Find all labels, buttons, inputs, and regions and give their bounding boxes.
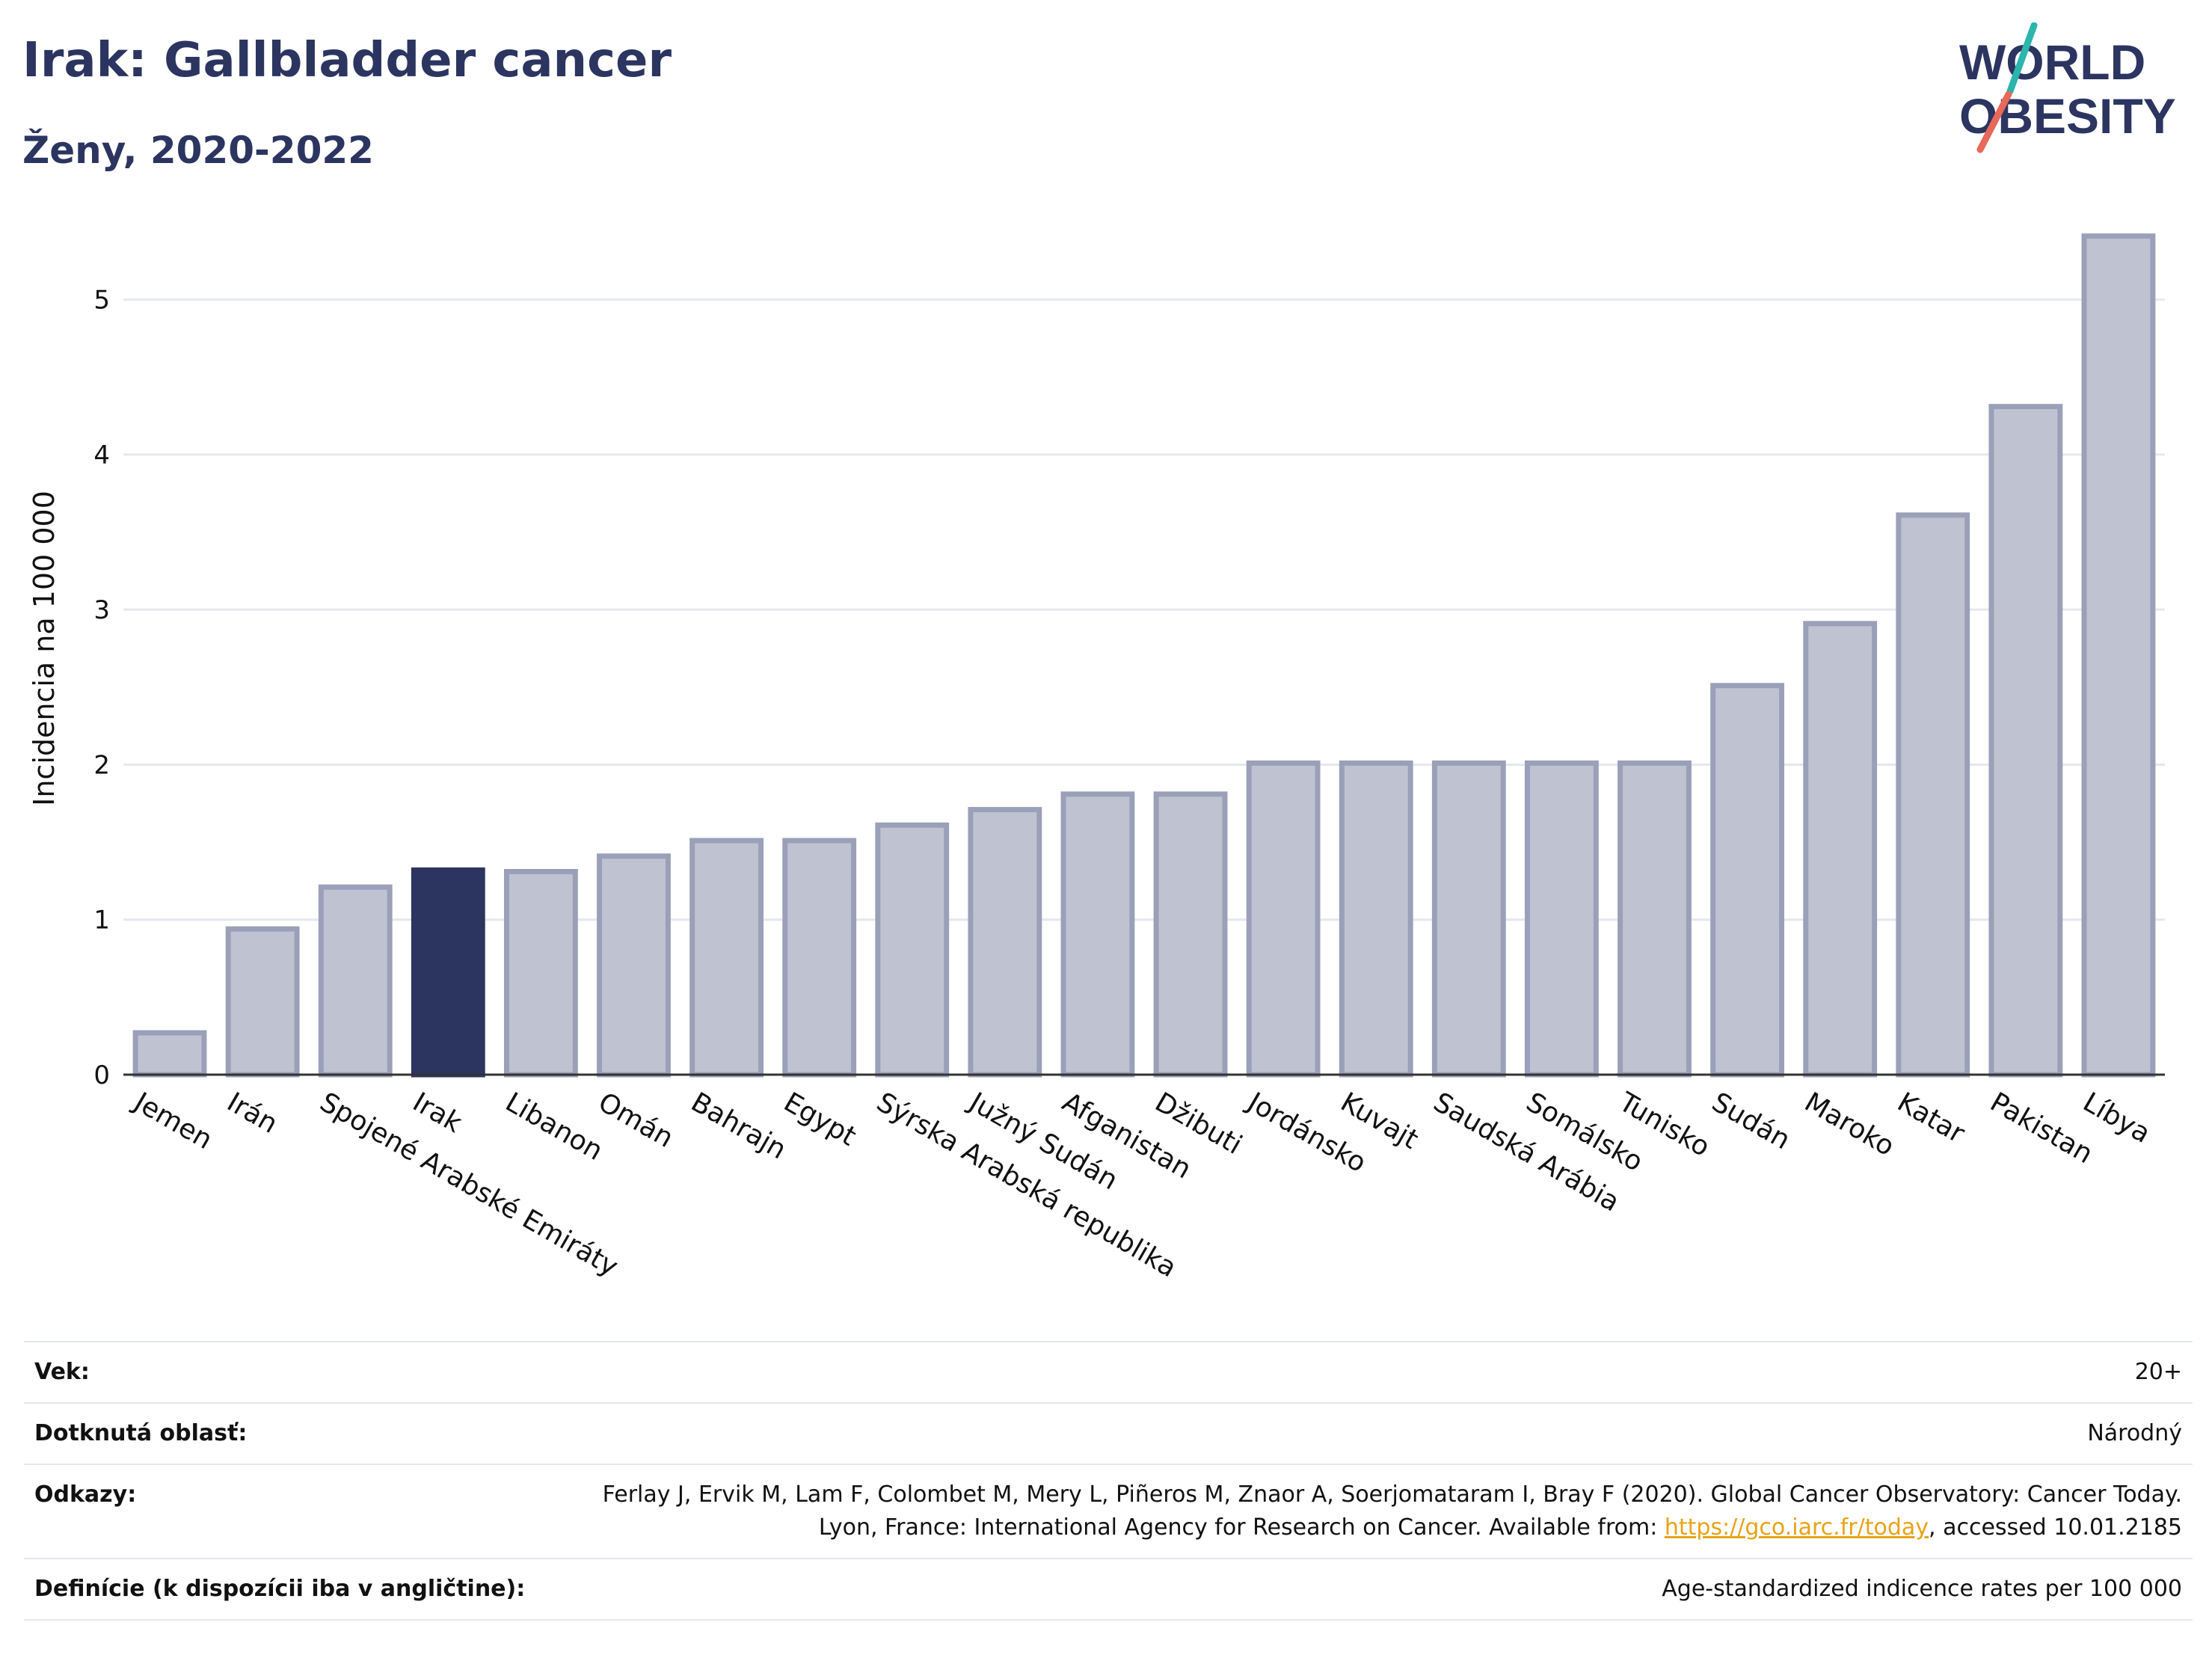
y-tick-label: 2 [93, 750, 110, 780]
bar [2081, 233, 2156, 1078]
info-row-area: Dotknutá oblasť: Národný [24, 1402, 2193, 1465]
bar [503, 868, 578, 1078]
bar [1246, 760, 1321, 1078]
reference-text: Ferlay J, Ervik M, Lam F, Colombet M, Me… [602, 1481, 2182, 1541]
x-tick-label: Irak [408, 1087, 467, 1139]
y-axis-label: Incidencia na 100 000 [28, 491, 61, 806]
info-label-references: Odkazy: [24, 1464, 568, 1559]
bar [1524, 760, 1599, 1078]
bar [689, 838, 764, 1078]
info-table: Vek: 20+ Dotknutá oblasť: Národný Odkazy… [24, 1341, 2193, 1621]
info-value-definitions: Age-standardized indicence rates per 100… [568, 1558, 2193, 1621]
info-value-age: 20+ [568, 1341, 2193, 1404]
y-tick-label: 4 [93, 440, 110, 470]
y-tick-label: 5 [93, 286, 110, 316]
x-tick-label: Spojené Arabské Emiráty [315, 1087, 623, 1283]
bar [1710, 683, 1785, 1078]
x-tick-label: Omán [593, 1087, 678, 1154]
x-tick-label: Pakistan [1985, 1087, 2098, 1170]
y-tick-label: 1 [93, 906, 110, 936]
x-tick-label: Katar [1892, 1087, 1970, 1149]
bar [318, 884, 393, 1078]
info-value-area: Národný [568, 1402, 2193, 1465]
bar [1060, 791, 1135, 1078]
bar [1988, 404, 2063, 1078]
x-tick-label: Bahrajn [686, 1087, 791, 1165]
logo-slash-coral [1976, 90, 2012, 153]
info-value-references: Ferlay J, Ervik M, Lam F, Colombet M, Me… [568, 1464, 2193, 1559]
bar [597, 853, 671, 1078]
bar [1896, 512, 1970, 1078]
x-tick-label: Irán [222, 1087, 283, 1140]
bar [225, 926, 300, 1078]
info-label-definitions: Definície (k dispozícii iba v angličtine… [24, 1558, 568, 1621]
info-label-area: Dotknutá oblasť: [24, 1402, 568, 1465]
bar [411, 867, 485, 1078]
bar [1339, 760, 1413, 1078]
info-row-age: Vek: 20+ [24, 1341, 2193, 1404]
world-obesity-logo: WORLD OBESITY [1959, 22, 2176, 153]
page-title: Irak: Gallbladder cancer [22, 33, 672, 88]
x-tick-label: Sudán [1706, 1087, 1795, 1155]
bar [132, 1030, 207, 1078]
bar [968, 807, 1042, 1078]
bar [1803, 621, 1878, 1078]
reference-link[interactable]: https://gco.iarc.fr/today [1664, 1514, 1929, 1541]
bar [1153, 791, 1228, 1078]
bar [1617, 760, 1692, 1078]
info-label-age: Vek: [24, 1341, 568, 1404]
logo-text-obesity: OBESITY [1959, 88, 2176, 144]
x-tick-label: Jemen [128, 1086, 218, 1155]
y-tick-label: 3 [93, 595, 110, 625]
bar [782, 838, 857, 1078]
reference-accessed: , accessed 10.01.2185 [1929, 1514, 2182, 1541]
bar [875, 822, 950, 1078]
page-subtitle: Ženy, 2020-2022 [22, 129, 374, 172]
bar [1431, 760, 1506, 1078]
x-tick-label: Egypt [778, 1087, 861, 1152]
x-tick-label: Maroko [1799, 1087, 1899, 1162]
info-row-references: Odkazy: Ferlay J, Ervik M, Lam F, Colomb… [24, 1464, 2193, 1559]
y-tick-label: 0 [93, 1060, 110, 1090]
x-tick-label: Libanon [500, 1087, 608, 1167]
bar-chart: 0 1 2 3 4 5 Jemen Irán Spojené Arabské EmirátyIr… [28, 233, 2165, 1283]
logo-slash-teal [2006, 22, 2038, 95]
info-row-definitions: Definície (k dispozícii iba v angličtine… [24, 1558, 2193, 1621]
